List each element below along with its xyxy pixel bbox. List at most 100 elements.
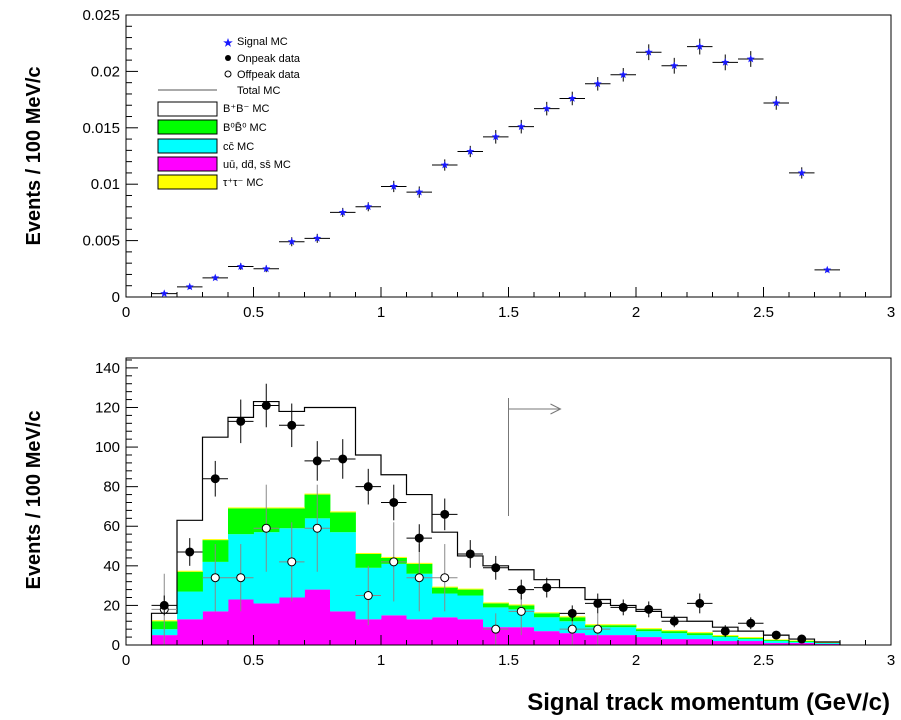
onpeak-data-point	[483, 555, 509, 580]
y-tick-label: 120	[95, 399, 120, 416]
stack-bar	[738, 638, 764, 640]
stack-bar	[610, 635, 637, 645]
stack-bar	[457, 619, 484, 645]
signal-mc-point	[661, 57, 687, 74]
star-marker	[797, 168, 806, 177]
legend-label: cc̄ MC	[223, 141, 254, 153]
x-tick-label: 3	[887, 304, 895, 321]
signal-mc-point	[279, 237, 305, 247]
stack-bar	[177, 591, 203, 620]
legend-filled-circle-marker	[225, 55, 231, 61]
stack-bar	[534, 612, 560, 614]
star-marker	[389, 182, 398, 190]
filled-circle-marker	[440, 509, 450, 519]
onpeak-data-point	[763, 630, 789, 640]
x-tick-label: 0	[122, 652, 130, 669]
legend-label: τ⁺τ⁻ MC	[223, 177, 264, 189]
filled-circle-marker	[261, 401, 271, 411]
stack-bar	[202, 611, 229, 645]
signal-mc-point	[228, 262, 254, 270]
signal-mc-point	[763, 96, 789, 110]
star-marker	[721, 58, 730, 66]
signal-mc-point	[534, 101, 560, 116]
legend-label: uū, dd̄, ss̄ MC	[223, 159, 291, 171]
y-tick-label: 0	[112, 637, 120, 654]
signal-mc-point	[253, 264, 279, 273]
offpeak-data-point	[202, 544, 228, 612]
onpeak-data-point	[661, 615, 687, 628]
onpeak-data-point	[789, 634, 815, 644]
y-tick-label: 0.005	[82, 233, 120, 250]
stack-bar	[304, 589, 331, 645]
open-circle-marker	[210, 573, 220, 583]
offpeak-data-point	[585, 613, 611, 645]
legend-tautau-mc: τ⁺τ⁻ MC	[157, 174, 264, 190]
signal-mc-point	[432, 159, 458, 171]
stack-bar	[279, 597, 305, 645]
y-tick-label: 100	[95, 439, 120, 456]
y-tick-label: 140	[95, 360, 120, 377]
y-tick-label: 40	[103, 558, 120, 575]
filled-circle-marker	[389, 497, 399, 507]
onpeak-data-point	[687, 593, 713, 614]
stack-bar	[330, 511, 356, 513]
stack-bar	[687, 633, 713, 636]
filled-circle-marker	[159, 600, 169, 610]
star-marker	[236, 262, 245, 270]
open-circle-marker	[261, 523, 271, 533]
stack-bar	[457, 588, 484, 590]
star-marker	[772, 98, 781, 107]
stack-bar	[483, 602, 509, 604]
offpeak-data-point	[304, 484, 330, 572]
star-marker	[568, 94, 577, 102]
stack-bar	[177, 571, 203, 592]
x-tick-label: 0	[122, 304, 130, 321]
onpeak-data-point	[381, 484, 407, 521]
signal-mc-point	[814, 265, 840, 274]
filled-circle-marker	[210, 474, 220, 484]
legend-label: Total MC	[237, 85, 280, 97]
filled-circle-marker	[465, 549, 475, 559]
offpeak-data-point	[253, 484, 279, 572]
stack-bar	[432, 617, 458, 645]
filled-circle-marker	[414, 533, 424, 543]
open-circle-marker	[491, 624, 501, 634]
stack-bar	[763, 643, 790, 645]
signal-mc-point	[457, 145, 483, 158]
filled-circle-marker	[363, 482, 373, 492]
star-marker	[517, 122, 526, 131]
open-circle-marker	[363, 591, 373, 601]
star-marker	[695, 42, 704, 50]
signal-mc-point	[585, 77, 611, 91]
filled-circle-marker	[644, 604, 654, 614]
stack-bar	[534, 613, 560, 618]
signal-mc-point	[712, 54, 738, 71]
legend-label: B⁰B̄⁰ MC	[223, 121, 267, 134]
filled-circle-marker	[593, 598, 603, 608]
onpeak-data-point	[559, 605, 585, 622]
stack-bar	[687, 639, 713, 645]
stack-bar	[279, 508, 305, 529]
stack-bar	[355, 552, 382, 554]
x-tick-label: 2	[632, 304, 640, 321]
y-tick-label: 0	[112, 289, 120, 306]
signal-mc-point	[202, 273, 228, 282]
signal-mc-point	[610, 68, 636, 82]
stack-bar	[177, 570, 203, 572]
open-circle-marker	[287, 557, 297, 567]
legend-star-marker	[223, 38, 233, 47]
x-tick-label: 3	[887, 652, 895, 669]
signal-mc-point	[330, 207, 356, 217]
offpeak-data-point	[279, 522, 305, 602]
onpeak-data-point	[534, 577, 560, 598]
cut-arrow-head	[550, 403, 562, 415]
star-marker	[415, 187, 424, 196]
stack-bar	[279, 507, 305, 509]
stack-bar	[330, 512, 356, 533]
y-tick-label: 60	[103, 518, 120, 535]
star-marker	[185, 282, 194, 291]
offpeak-data-point	[355, 565, 381, 626]
filled-circle-marker	[567, 608, 577, 618]
offpeak-data-point	[406, 544, 432, 612]
open-circle-marker	[440, 573, 450, 583]
